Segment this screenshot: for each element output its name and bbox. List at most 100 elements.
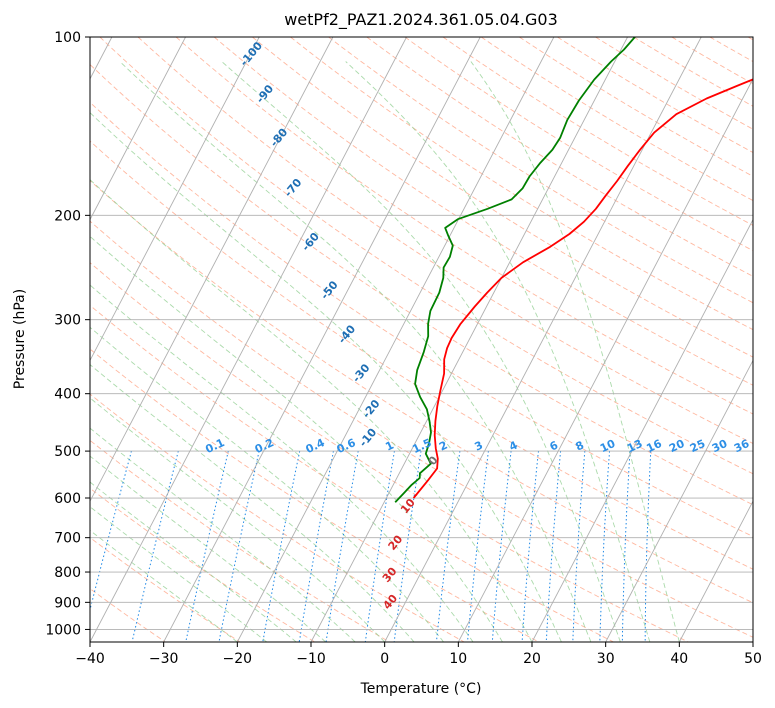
mixing-ratio-label: 10	[598, 437, 618, 455]
mixing-ratio-label: 13	[625, 437, 644, 455]
profile-series	[394, 37, 753, 503]
moist-adiabat	[90, 397, 386, 642]
y-axis-label: Pressure (hPa)	[12, 289, 28, 389]
dry-adiabat	[519, 37, 753, 177]
mixing-ratio-line	[262, 451, 301, 642]
dry-adiabats	[90, 37, 753, 642]
moist-adiabat	[90, 179, 533, 642]
isotherm-line	[90, 37, 260, 362]
dewpoint-line	[394, 37, 636, 503]
moist-adiabat	[90, 455, 326, 642]
dry-adiabat	[90, 304, 614, 642]
isobar-grid	[90, 37, 753, 630]
x-tick-label: 30	[597, 651, 615, 667]
dry-adiabat	[557, 37, 753, 154]
x-tick-label: 10	[449, 651, 467, 667]
temperature-line	[412, 78, 753, 499]
y-tick-label: 200	[54, 208, 81, 224]
isotherm-line	[384, 37, 702, 642]
x-tick-label: 50	[744, 651, 762, 667]
moist-adiabat	[90, 506, 268, 642]
mixing-ratio-label: 20	[667, 437, 687, 455]
y-axis-ticks: 100 200 300 400 500 600 700 800 900 1000	[45, 30, 90, 638]
isotherm-line	[752, 641, 753, 642]
isotherm-line	[90, 37, 407, 642]
x-tick-label: −30	[149, 651, 179, 667]
y-tick-label: 1000	[45, 622, 81, 638]
y-tick-label: 800	[54, 565, 81, 581]
moist-adiabat	[470, 61, 680, 642]
mixing-ratio-line	[298, 451, 334, 642]
mixing-ratio-line	[435, 451, 461, 642]
mixing-ratio-label: 30	[710, 437, 730, 455]
moist-adiabats	[90, 61, 680, 642]
dry-adiabat	[90, 220, 753, 638]
dry-adiabat	[90, 536, 241, 642]
x-axis-label: Temperature (°C)	[360, 681, 482, 697]
isotherm-line	[605, 359, 753, 642]
x-tick-label: −20	[223, 651, 253, 667]
isotherm-line	[531, 218, 753, 642]
dry-adiabat	[366, 37, 753, 277]
moist-adiabat	[90, 427, 356, 642]
y-tick-label: 600	[54, 491, 81, 507]
dry-adiabat	[90, 348, 540, 642]
dry-adiabat	[99, 37, 753, 475]
isotherm-line	[457, 77, 753, 642]
isotherm-line	[163, 37, 481, 642]
dry-adiabat	[137, 37, 753, 445]
mixing-ratio-label: 25	[688, 437, 707, 455]
y-tick-label: 100	[54, 30, 81, 46]
mixing-ratio-line	[545, 451, 562, 642]
x-tick-label: 40	[670, 651, 688, 667]
isotherm-grid	[90, 37, 753, 642]
mixing-ratio-line	[218, 450, 260, 642]
mixing-ratio-line	[521, 451, 539, 642]
dry-adiabat	[90, 180, 753, 604]
mixing-ratio-label: 16	[644, 437, 664, 455]
dry-adiabat	[252, 37, 753, 358]
moist-adiabat	[90, 235, 503, 642]
dry-adiabat	[442, 37, 753, 226]
isotherm-line	[90, 37, 334, 503]
y-tick-label: 400	[54, 387, 81, 403]
dry-adiabat	[213, 37, 753, 386]
dry-adiabat	[90, 439, 390, 642]
chart-title: wetPf2_PAZ1.2024.361.05.04.G03	[284, 10, 558, 30]
dry-adiabat	[480, 37, 753, 202]
moist-adiabat	[221, 61, 621, 642]
mixing-ratio-line	[325, 451, 359, 642]
moist-adiabat	[90, 284, 474, 642]
moist-adiabat	[90, 326, 444, 642]
moist-adiabat	[90, 481, 297, 642]
x-axis-ticks: −40 −30 −20 −10 0 10 20 30 40 50	[75, 642, 762, 667]
isotherm-line	[310, 37, 628, 642]
dry-adiabat	[90, 101, 753, 538]
dry-adiabat	[90, 140, 753, 570]
mixing-ratio-line	[185, 450, 229, 642]
isotherm-line	[90, 37, 186, 221]
x-tick-label: 0	[380, 651, 389, 667]
x-tick-label: 20	[523, 651, 541, 667]
plot-area: -100-90-80-70-60-50-40-30-20-10010203040…	[90, 37, 753, 642]
dry-adiabat	[175, 37, 753, 415]
y-tick-label: 300	[54, 313, 81, 329]
mixing-ratio-line	[572, 451, 586, 642]
isotherm-line	[236, 37, 555, 642]
y-tick-label: 900	[54, 595, 81, 611]
mixing-ratio-line	[90, 450, 132, 612]
mixing-ratio-line	[599, 451, 610, 642]
isotherm-line	[678, 500, 753, 642]
mixing-ratio-line	[621, 451, 631, 642]
moist-adiabat	[90, 364, 415, 642]
mixing-ratio-line	[467, 451, 489, 642]
x-tick-label: −10	[296, 651, 326, 667]
y-tick-label: 700	[54, 531, 81, 547]
moist-adiabat	[90, 529, 238, 642]
moist-adiabat	[119, 61, 592, 642]
moist-adiabat	[345, 61, 651, 642]
x-tick-label: −40	[75, 651, 105, 667]
y-tick-label: 500	[54, 444, 81, 460]
plot-frame	[89, 36, 754, 643]
